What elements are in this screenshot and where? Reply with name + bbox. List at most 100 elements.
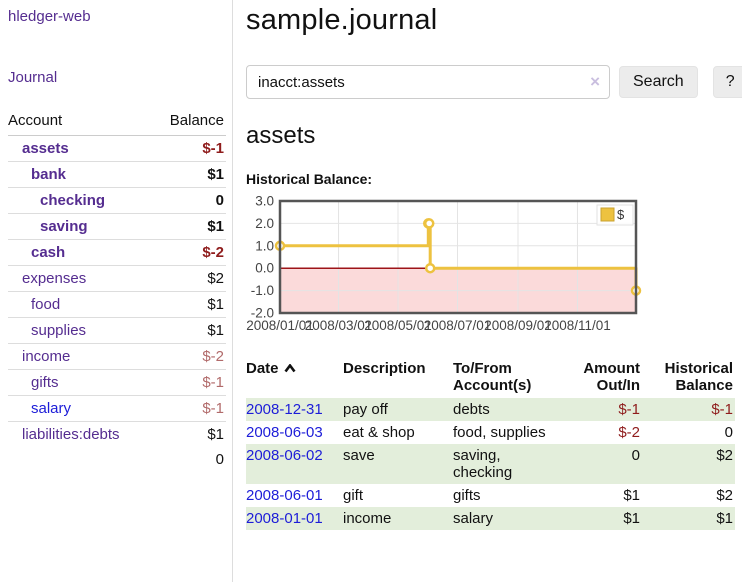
register-col-accounts: To/From Account(s) (453, 360, 532, 394)
account-link[interactable]: salary (31, 400, 72, 417)
y-axis-tick-label: -2.0 (251, 306, 274, 321)
register-col-description: Description (343, 360, 426, 377)
account-link[interactable]: checking (40, 192, 106, 209)
account-link[interactable]: saving (40, 218, 88, 235)
account-balance: $1 (153, 421, 226, 447)
y-axis-tick-label: 0.0 (255, 261, 274, 276)
transaction-amount: $1 (623, 510, 640, 527)
transaction-description: save (343, 447, 375, 464)
x-axis-tick-label: 2008/11/01 (544, 318, 611, 333)
page-title: sample.journal (246, 4, 438, 36)
accounts-total-row: 0 (8, 447, 226, 472)
transaction-row[interactable]: 2008-06-02 save saving, checking 0 $2 (246, 444, 735, 484)
transaction-balance: 0 (724, 424, 733, 441)
transaction-balance: $2 (716, 487, 733, 504)
transaction-amount: $1 (623, 487, 640, 504)
transaction-date-link[interactable]: 2008-06-03 (246, 424, 323, 441)
account-row: income $-2 (8, 343, 226, 370)
account-link[interactable]: assets (22, 140, 69, 157)
chart-container: $3.0 2.0 1.0 0.0 -1.0 -2.0 2008/01/01 2008/03/0… (246, 194, 742, 340)
plot-border (278, 199, 638, 315)
search-button[interactable]: Search (619, 66, 698, 98)
balance-chart: $3.0 2.0 1.0 0.0 -1.0 -2.02008/01/012008/03/0… (246, 194, 642, 333)
transaction-date-link[interactable]: 2008-06-02 (246, 447, 323, 464)
transaction-amount: $-2 (618, 424, 640, 441)
register-header-row: Date Description To/From Account(s) Amou… (246, 358, 735, 398)
accounts-total-value: 0 (215, 451, 224, 468)
register-col-amount: Amount Out/In (583, 360, 640, 394)
account-row: expenses $2 (8, 265, 226, 292)
data-point-marker (423, 218, 435, 229)
chart-title: Historical Balance: (246, 171, 373, 187)
transaction-balance: $2 (716, 447, 733, 464)
help-button[interactable]: ? (712, 66, 742, 98)
app-brand: hledger-web (8, 8, 226, 25)
account-balance: $-1 (202, 140, 224, 157)
total-spacer (8, 447, 154, 472)
account-balance: $-2 (153, 239, 226, 266)
transaction-amount: 0 (631, 447, 640, 464)
register-body: 2008-12-31 pay off debts $-1 $-1 2008-06-03 ea… (246, 398, 735, 530)
x-axis-tick-label: 2008/05/01 (364, 318, 432, 333)
account-link[interactable]: bank (31, 166, 67, 183)
account-heading: assets (246, 122, 316, 149)
account-balance: $1 (153, 213, 226, 240)
account-balance: $-2 (153, 343, 226, 370)
legend-label: $ (617, 207, 625, 222)
transaction-accounts: salary (453, 510, 494, 527)
transaction-description: pay off (343, 401, 388, 418)
transaction-accounts: saving, checking (453, 447, 513, 481)
account-link[interactable]: cash (31, 244, 66, 261)
legend-swatch (600, 207, 615, 222)
x-axis-tick-label: 2008/01/01 (246, 318, 314, 333)
transaction-row[interactable]: 2008-06-03 eat & shop food, supplies $-2 0 (246, 421, 735, 444)
account-link[interactable]: expenses (22, 270, 87, 287)
x-axis-tick-label: 2008/09/01 (484, 318, 552, 333)
transaction-date-link[interactable]: 2008-01-01 (246, 510, 323, 527)
accounts-header-row: Account Balance (8, 109, 226, 136)
transaction-date-link[interactable]: 2008-06-01 (246, 487, 323, 504)
account-balance: $2 (153, 265, 226, 292)
transaction-row[interactable]: 2008-12-31 pay off debts $-1 $-1 (246, 398, 735, 421)
transaction-balance: $-1 (711, 401, 733, 418)
register-col-date[interactable]: Date (246, 358, 343, 398)
nav-journal: Journal (8, 69, 226, 86)
transaction-row[interactable]: 2008-06-01 gift gifts $1 $2 (246, 484, 735, 507)
account-link[interactable]: liabilities:debts (22, 426, 120, 443)
accounts-col-account: Account (8, 109, 154, 136)
account-row: food $1 (8, 291, 226, 318)
transaction-date-link[interactable]: 2008-12-31 (246, 401, 323, 418)
search-wrap: × (246, 65, 610, 99)
account-balance: $1 (153, 317, 226, 344)
account-row: cash $-2 (8, 239, 226, 266)
account-row: assets $-1 (8, 136, 226, 162)
transaction-accounts: food, supplies (453, 424, 546, 441)
y-axis-tick-label: -1.0 (251, 283, 274, 298)
transaction-accounts: gifts (453, 487, 481, 504)
y-axis-tick-label: 2.0 (255, 216, 274, 231)
account-row: checking 0 (8, 187, 226, 214)
x-axis-tick-label: 2008/07/01 (424, 318, 492, 333)
journal-link[interactable]: Journal (8, 69, 58, 86)
y-axis-tick-label: 1.0 (255, 238, 274, 253)
register-table: Date Description To/From Account(s) Amou… (246, 358, 735, 530)
account-row: bank $1 (8, 161, 226, 188)
accounts-col-balance: Balance (153, 109, 226, 136)
transaction-amount: $-1 (618, 401, 640, 418)
main-content: sample.journal × Search ? assets Histori… (233, 0, 742, 582)
search-input[interactable] (246, 65, 610, 99)
account-balance: 0 (153, 187, 226, 214)
search-form: × Search ? (246, 65, 742, 99)
account-balance: $1 (153, 161, 226, 188)
account-link[interactable]: gifts (31, 374, 59, 391)
clear-search-icon[interactable]: × (590, 72, 600, 91)
account-link[interactable]: food (31, 296, 61, 313)
transaction-accounts: debts (453, 401, 490, 418)
account-balance: $1 (153, 291, 226, 318)
account-link[interactable]: supplies (31, 322, 87, 339)
brand-link[interactable]: hledger-web (8, 8, 91, 25)
transaction-row[interactable]: 2008-01-01 income salary $1 $1 (246, 507, 735, 530)
account-balance: $-1 (153, 395, 226, 422)
sort-asc-icon (283, 360, 296, 377)
account-link[interactable]: income (22, 348, 71, 365)
